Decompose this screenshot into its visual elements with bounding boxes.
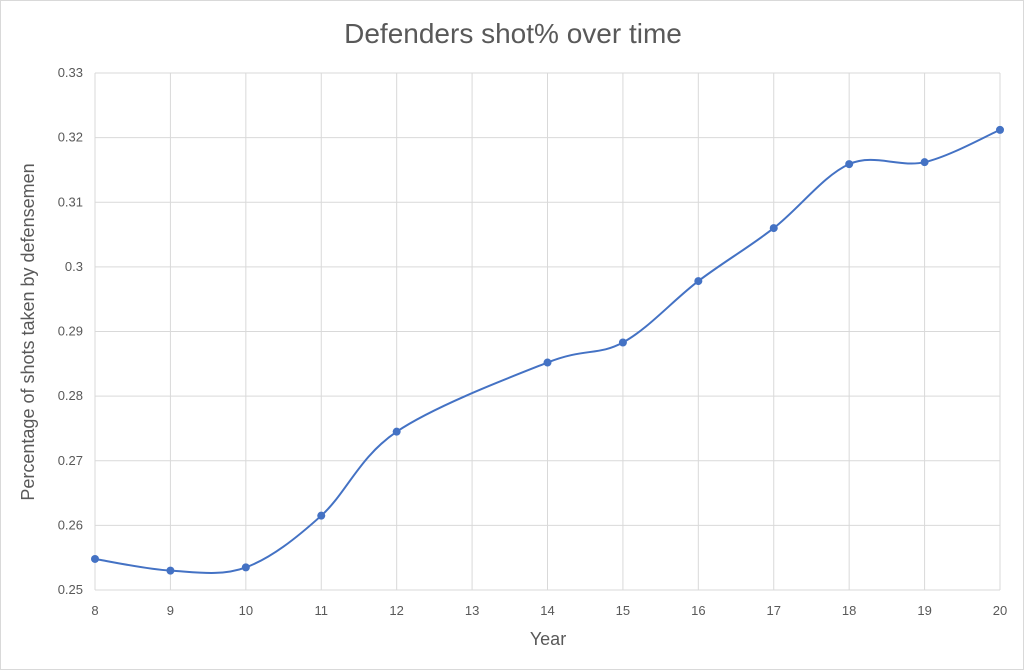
tick-labels: 0.25 0.26 0.27 0.28 0.29 0.3 0.31 0.32 0.33 8 9 10 1… bbox=[58, 65, 1008, 618]
y-tick-label: 0.33 bbox=[58, 65, 83, 80]
x-tick-label: 16 bbox=[691, 603, 705, 618]
data-point bbox=[769, 224, 778, 233]
y-tick-label: 0.27 bbox=[58, 453, 83, 468]
data-point bbox=[543, 358, 552, 367]
x-tick-label: 14 bbox=[540, 603, 554, 618]
data-point bbox=[694, 277, 703, 286]
x-tick-label: 11 bbox=[315, 603, 329, 618]
data-point bbox=[618, 338, 627, 347]
x-tick-label: 15 bbox=[616, 603, 630, 618]
y-tick-label: 0.26 bbox=[58, 517, 83, 532]
y-tick-label: 0.29 bbox=[58, 324, 83, 339]
y-tick-label: 0.32 bbox=[58, 130, 83, 145]
data-point bbox=[845, 160, 854, 169]
x-tick-label: 18 bbox=[842, 603, 856, 618]
x-tick-label: 8 bbox=[91, 603, 98, 618]
data-point bbox=[317, 511, 326, 520]
data-point bbox=[996, 125, 1004, 134]
x-axis-title: Year bbox=[530, 629, 566, 649]
x-tick-label: 17 bbox=[767, 603, 781, 618]
x-tick-label: 10 bbox=[239, 603, 253, 618]
data-point bbox=[91, 554, 99, 563]
y-axis-title: Percentage of shots taken by defensemen bbox=[18, 163, 38, 500]
data-point bbox=[241, 563, 250, 572]
y-tick-label: 0.28 bbox=[58, 388, 83, 403]
gridlines bbox=[94, 72, 1001, 591]
x-tick-label: 9 bbox=[167, 603, 174, 618]
series-layer bbox=[91, 125, 1004, 575]
y-tick-label: 0.25 bbox=[58, 582, 83, 597]
data-point bbox=[392, 427, 401, 436]
y-tick-label: 0.3 bbox=[65, 259, 83, 274]
x-tick-label: 13 bbox=[465, 603, 479, 618]
y-tick-label: 0.31 bbox=[58, 194, 83, 209]
x-tick-label: 19 bbox=[917, 603, 931, 618]
x-tick-label: 20 bbox=[993, 603, 1007, 618]
x-tick-label: 12 bbox=[389, 603, 403, 618]
chart-title: Defenders shot% over time bbox=[344, 18, 682, 49]
data-point bbox=[920, 158, 929, 167]
data-point bbox=[166, 566, 175, 575]
